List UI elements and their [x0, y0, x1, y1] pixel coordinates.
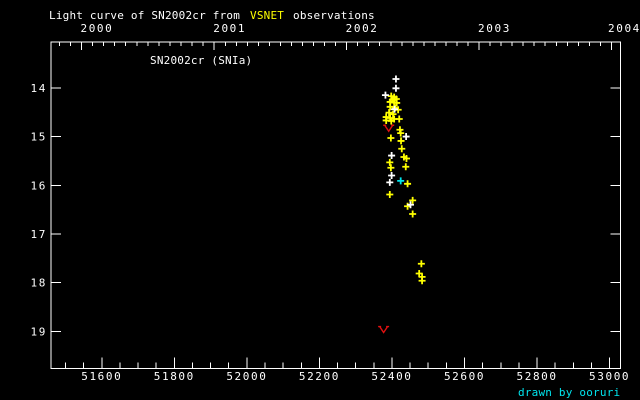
x-axis-tick-label: 51600 [81, 370, 122, 383]
limit-marker [383, 124, 395, 133]
data-point-cross [386, 158, 394, 166]
data-point-cross [388, 172, 396, 180]
x-axis-tick-label: 52800 [517, 370, 558, 383]
data-point-cross [395, 115, 403, 123]
data-point-cross [387, 134, 395, 142]
data-point-cross [402, 154, 410, 162]
plot-frame [50, 41, 621, 369]
x-axis-tick-label: 53000 [589, 370, 630, 383]
data-point-cross [409, 210, 417, 218]
y-axis-tick-label: 17 [31, 228, 47, 241]
data-point-cross [391, 105, 399, 113]
object-label: SN2002cr (SNIa) [150, 54, 252, 67]
x-axis-tick-label: 52600 [444, 370, 485, 383]
data-point-cross [397, 177, 405, 185]
year-axis-tick-label: 2003 [478, 22, 511, 35]
chart-title: Light curve of SN2002cr from VSNET obser… [49, 9, 375, 22]
y-axis-tick-label: 14 [31, 82, 47, 95]
series-observations-cyan [397, 177, 405, 185]
chart-title-prefix: Light curve of SN2002cr from [49, 9, 240, 22]
data-point-cross [404, 180, 412, 188]
data-point-cross [418, 277, 426, 285]
data-point-cross [397, 129, 405, 137]
x-axis-tick-label: 51800 [154, 370, 195, 383]
year-axis-tick-label: 2001 [213, 22, 246, 35]
data-point-cross [409, 196, 417, 204]
data-point-cross [398, 145, 406, 153]
series-observations-white [381, 75, 414, 209]
series-observations-yellow [382, 92, 426, 285]
data-point-cross [389, 110, 397, 118]
data-point-cross [392, 75, 400, 83]
data-point-cross [392, 84, 400, 92]
data-point-cross [387, 117, 395, 125]
series-upper-limits-red [378, 124, 395, 334]
y-axis-tick-label: 16 [31, 179, 47, 192]
year-axis-tick-label: 2002 [346, 22, 379, 35]
y-axis-tick-label: 18 [31, 277, 47, 290]
axes: 51600 51800 52000 52200 52400 52600 52800 53000… [31, 22, 640, 383]
y-axis-tick-label: 19 [31, 325, 47, 338]
x-axis-tick-label: 52200 [299, 370, 340, 383]
data-point-cross [388, 152, 396, 160]
year-axis-tick-label: 2000 [80, 22, 113, 35]
data-point-cross [386, 191, 394, 199]
data-point-cross [406, 201, 414, 209]
year-axis-tick-label: 2004 [608, 22, 640, 35]
chart-title-vsnet: VSNET [250, 9, 284, 22]
data-point-cross [397, 137, 405, 145]
chart-title-suffix: observations [293, 9, 375, 22]
credit-text: drawn by ooruri [518, 386, 620, 399]
data-point-cross [386, 103, 394, 111]
data-point-cross [381, 91, 389, 99]
data-point-cross [393, 99, 401, 107]
x-axis-tick-label: 52400 [371, 370, 412, 383]
x-axis-tick-label: 52000 [226, 370, 267, 383]
data-point-cross [417, 260, 425, 268]
limit-marker [378, 325, 390, 334]
data-point-cross [402, 163, 410, 171]
y-axis-tick-label: 15 [31, 131, 47, 144]
data-point-cross [402, 133, 410, 141]
data-points [378, 75, 426, 334]
data-point-cross [385, 109, 393, 117]
data-point-cross [387, 164, 395, 172]
data-point-cross [386, 178, 394, 186]
